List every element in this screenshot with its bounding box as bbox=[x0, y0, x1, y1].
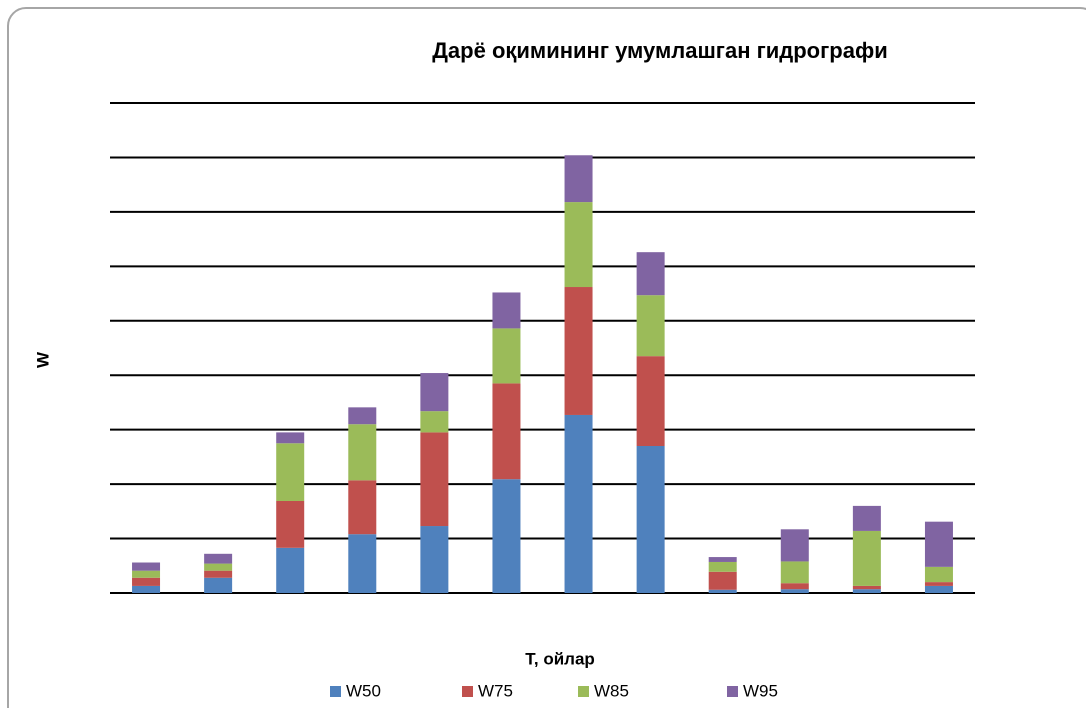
legend-label: W50 bbox=[346, 681, 381, 700]
bar-segment bbox=[924, 585, 953, 593]
legend-label: W85 bbox=[594, 681, 629, 700]
bar-segment bbox=[636, 446, 665, 593]
bar-segment bbox=[924, 566, 953, 583]
bar-segment bbox=[420, 411, 449, 433]
bar-segment bbox=[564, 155, 593, 203]
bar-segment bbox=[852, 530, 881, 586]
bar-segment bbox=[276, 500, 305, 548]
bar-segment bbox=[348, 534, 377, 593]
legend-label: W75 bbox=[478, 681, 513, 700]
bar-segment bbox=[204, 577, 233, 593]
bar-segment bbox=[276, 547, 305, 593]
y-axis-label: W bbox=[33, 351, 52, 368]
bar-segment bbox=[348, 407, 377, 425]
bar-segment bbox=[780, 583, 809, 590]
bar-segment bbox=[348, 424, 377, 481]
bar-segment bbox=[276, 443, 305, 501]
legend-swatch bbox=[330, 686, 341, 697]
legend-swatch bbox=[578, 686, 589, 697]
bar-segment bbox=[204, 563, 233, 571]
bar-segment bbox=[420, 526, 449, 593]
bar-segment bbox=[924, 582, 953, 586]
bar-segment bbox=[636, 295, 665, 357]
bar-segment bbox=[132, 577, 161, 586]
bar-segment bbox=[564, 414, 593, 593]
legend-label: W95 bbox=[743, 681, 778, 700]
bar-segment bbox=[420, 432, 449, 527]
bar-segment bbox=[708, 557, 737, 562]
bar-segment bbox=[132, 562, 161, 571]
bar-segment bbox=[852, 505, 881, 531]
bar-segment bbox=[780, 589, 809, 593]
bar-segment bbox=[276, 432, 305, 444]
bar-segment bbox=[852, 585, 881, 590]
chart-frame bbox=[7, 7, 1086, 708]
bar-segment bbox=[708, 589, 737, 593]
bar-segment bbox=[780, 529, 809, 562]
bar-segment bbox=[636, 252, 665, 296]
bar-segment bbox=[492, 479, 521, 593]
bar-segment bbox=[132, 570, 161, 578]
bar-segment bbox=[564, 287, 593, 415]
bar-segment bbox=[708, 571, 737, 590]
chart-title: Дарё оқимининг умумлашган гидрографи bbox=[432, 38, 887, 63]
bar-segment bbox=[636, 356, 665, 446]
legend-swatch bbox=[727, 686, 738, 697]
bar-segment bbox=[204, 570, 233, 578]
bar-segment bbox=[132, 585, 161, 593]
legend-swatch bbox=[462, 686, 473, 697]
bar-segment bbox=[708, 561, 737, 572]
bar-segment bbox=[204, 553, 233, 564]
bar-segment bbox=[492, 328, 521, 384]
bar-segment bbox=[852, 589, 881, 593]
bar-segment bbox=[924, 521, 953, 567]
bar-segment bbox=[780, 561, 809, 584]
bar-segment bbox=[564, 202, 593, 288]
bar-segment bbox=[420, 373, 449, 412]
x-axis-label: Т, ойлар bbox=[525, 649, 595, 668]
bar-segment bbox=[492, 383, 521, 480]
bar-segment bbox=[492, 292, 521, 329]
bar-segment bbox=[348, 480, 377, 535]
